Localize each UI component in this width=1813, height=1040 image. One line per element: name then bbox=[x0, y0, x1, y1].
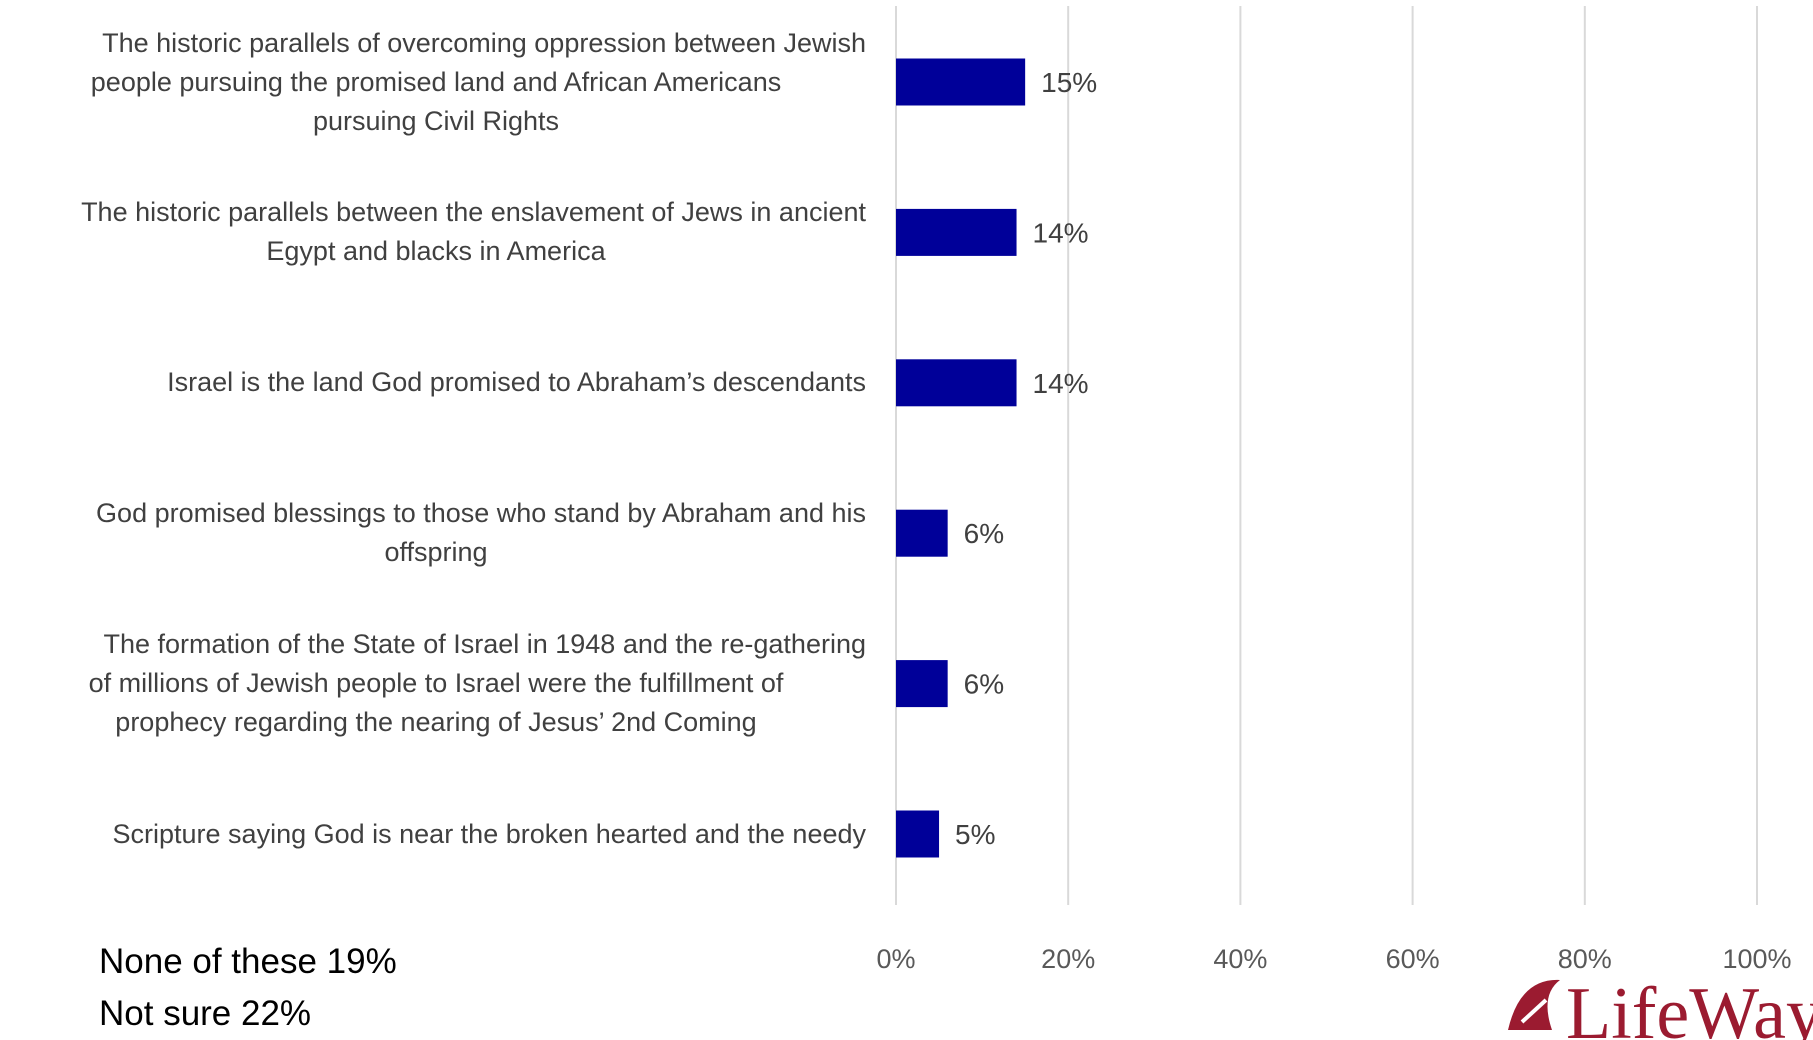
bar bbox=[896, 660, 948, 708]
category-label: God promised blessings to those who stan… bbox=[6, 494, 866, 572]
bar bbox=[896, 509, 948, 557]
x-tick-label: 20% bbox=[1041, 944, 1095, 974]
bars bbox=[896, 58, 1026, 858]
category-label-line: offspring bbox=[384, 537, 488, 568]
category-label-line: prophecy regarding the nearing of Jesus’… bbox=[115, 707, 757, 738]
bar-value-label: 6% bbox=[964, 518, 1004, 549]
category-label: Scripture saying God is near the broken … bbox=[6, 815, 866, 854]
category-label-line: Egypt and blacks in America bbox=[266, 236, 606, 267]
category-label-line: people pursuing the promised land and Af… bbox=[90, 66, 782, 97]
x-tick-label: 40% bbox=[1213, 944, 1267, 974]
bar-value-label: 5% bbox=[955, 819, 995, 850]
category-label: The historic parallels of overcoming opp… bbox=[6, 24, 866, 141]
x-tick-label: 100% bbox=[1722, 944, 1791, 974]
bar bbox=[896, 810, 940, 858]
lifeway-logo: LifeWay bbox=[1500, 960, 1813, 1040]
bar-value-label: 6% bbox=[964, 669, 1004, 700]
value-labels: 15% 14% 14% 6% 6% 5% bbox=[955, 67, 1097, 850]
x-tick-label: 80% bbox=[1558, 944, 1612, 974]
footnote-not-sure: Not sure 22% bbox=[99, 994, 312, 1033]
bar-value-label: 15% bbox=[1041, 67, 1097, 98]
category-label: Israel is the land God promised to Abrah… bbox=[6, 363, 866, 402]
category-label-line: of millions of Jewish people to Israel w… bbox=[88, 668, 784, 699]
x-axis-tick-labels: 0% 20% 40% 60% 80% 100% bbox=[876, 944, 1791, 974]
category-label-line: The historic parallels between the ensla… bbox=[81, 197, 866, 228]
category-label-line: pursuing Civil Rights bbox=[312, 105, 560, 136]
lifeway-logo-icon: LifeWay bbox=[1508, 973, 1813, 1040]
category-label-line: The formation of the State of Israel in … bbox=[103, 629, 866, 660]
bar bbox=[896, 359, 1017, 407]
category-label-line: Scripture saying God is near the broken … bbox=[112, 818, 866, 849]
x-tick-label: 0% bbox=[876, 944, 915, 974]
bar-value-label: 14% bbox=[1033, 368, 1089, 399]
grid-lines bbox=[895, 6, 1758, 905]
bar-value-label: 14% bbox=[1033, 217, 1089, 248]
category-label: The historic parallels between the ensla… bbox=[6, 193, 866, 271]
footnote-none-of-these: None of these 19% bbox=[99, 942, 397, 981]
lifeway-logo-text: LifeWay bbox=[1566, 973, 1813, 1040]
category-label-line: God promised blessings to those who stan… bbox=[96, 498, 866, 529]
category-label: The formation of the State of Israel in … bbox=[6, 625, 866, 742]
x-tick-label: 60% bbox=[1386, 944, 1440, 974]
category-label-line: The historic parallels of overcoming opp… bbox=[102, 27, 866, 58]
category-label-line: Israel is the land God promised to Abrah… bbox=[167, 367, 866, 398]
bar bbox=[896, 208, 1017, 256]
bar bbox=[896, 58, 1026, 106]
